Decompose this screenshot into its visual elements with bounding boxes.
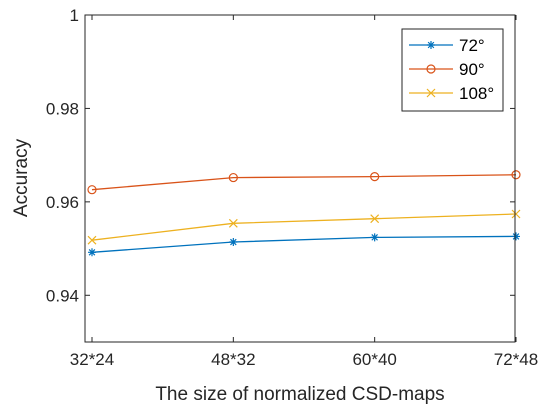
- series-1: [88, 232, 520, 257]
- legend-marker: [427, 41, 435, 49]
- y-tick-label: 0.96: [46, 193, 79, 212]
- series-group: [87, 170, 521, 257]
- data-point: [228, 172, 238, 183]
- data-point: [511, 209, 521, 219]
- series-line: [91, 174, 517, 191]
- x-tick-label: 48*32: [211, 350, 255, 369]
- x-tick-label: 60*40: [352, 350, 396, 369]
- series-3: [87, 209, 521, 245]
- y-tick-label: 0.98: [46, 99, 79, 118]
- data-point: [228, 218, 238, 228]
- data-point: [87, 185, 97, 195]
- data-point: [370, 233, 379, 242]
- y-tick-labels: 0.94 0.96 0.98 1: [46, 6, 79, 305]
- data-point: [370, 172, 380, 182]
- x-axis-label: The size of normalized CSD-maps: [155, 384, 444, 405]
- y-axis-label: Accuracy: [11, 138, 32, 217]
- legend-box: [401, 28, 504, 112]
- legend: 72° 90° 108°: [401, 28, 504, 112]
- legend-label: 108°: [459, 84, 494, 103]
- data-point: [511, 170, 521, 180]
- plot-frame: [84, 14, 516, 343]
- legend-entry: 108°: [409, 84, 494, 103]
- series-line: [91, 235, 517, 253]
- data-point: [370, 214, 380, 224]
- series-line: [91, 213, 517, 241]
- series-2: [87, 170, 521, 195]
- data-point: [88, 248, 96, 257]
- data-point: [87, 235, 97, 245]
- legend-entry: 90°: [409, 60, 485, 79]
- legend-marker: [426, 64, 436, 74]
- legend-label: 72°: [459, 36, 485, 55]
- x-tick-label: 32*24: [70, 350, 114, 369]
- legend-marker: [426, 88, 436, 98]
- data-point: [229, 238, 238, 247]
- x-tick-label: 72*48: [494, 350, 538, 369]
- y-tick-label: 0.94: [46, 286, 79, 305]
- x-tick-labels: 32*24 48*32 60*40 72*48: [70, 350, 538, 369]
- legend-label: 90°: [459, 60, 485, 79]
- legend-entry: 72°: [409, 36, 485, 55]
- data-point: [512, 232, 520, 241]
- y-tick-label: 1: [70, 6, 79, 25]
